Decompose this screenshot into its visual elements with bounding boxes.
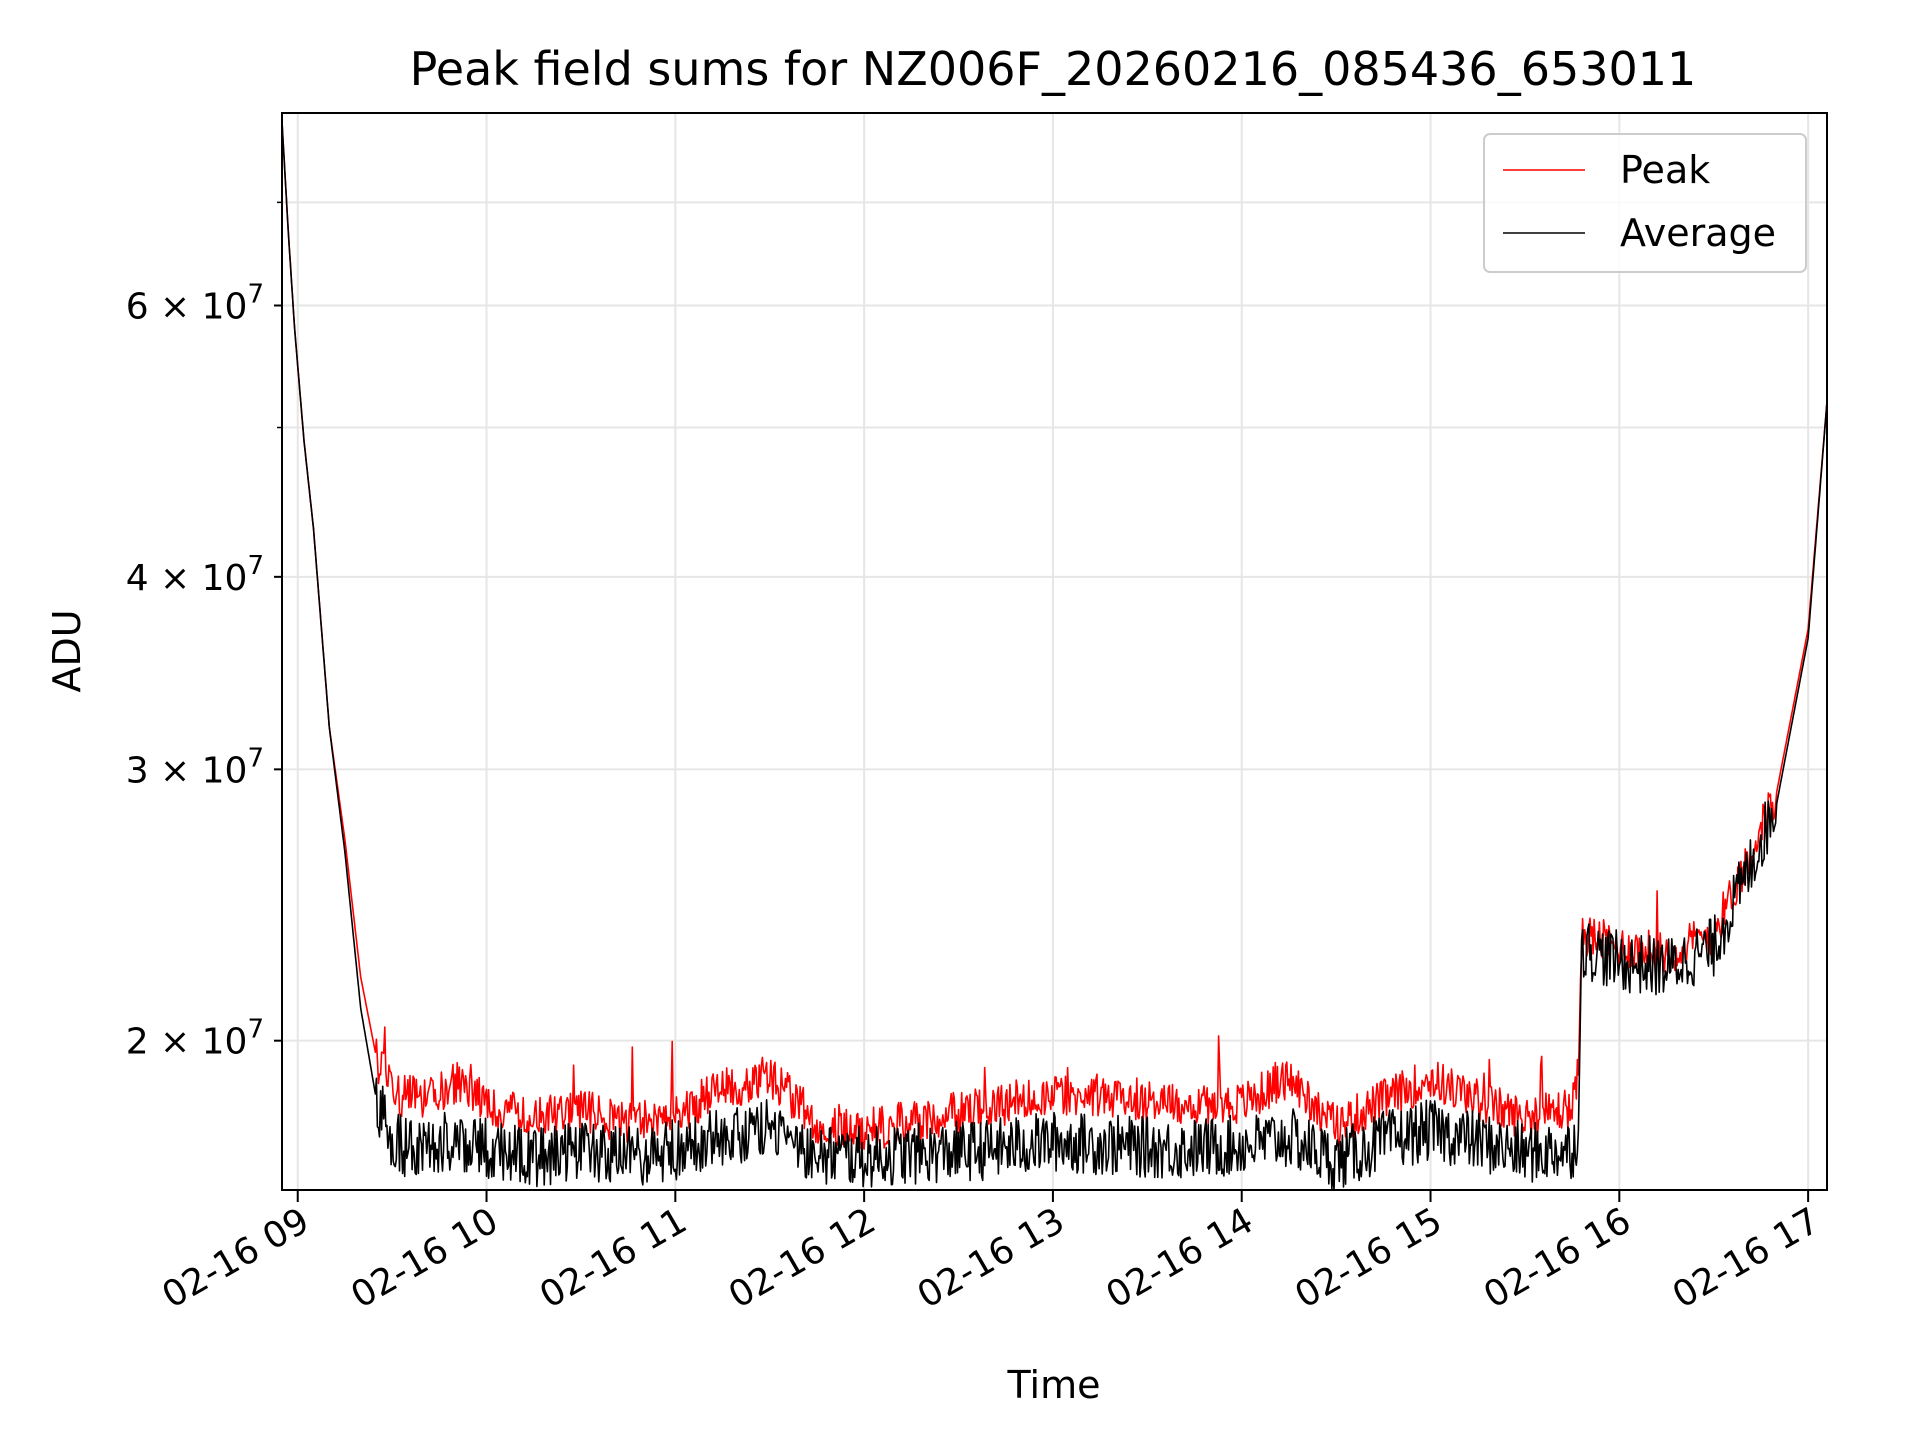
y-tick-label: 4 × 107 — [126, 551, 264, 599]
x-axis-label: Time — [1007, 1363, 1101, 1407]
gridlines — [282, 113, 1827, 1190]
series-line-average — [282, 121, 1827, 1190]
legend: Peak Average — [1483, 133, 1807, 273]
series-layer — [282, 121, 1827, 1190]
y-axis-label: ADU — [45, 609, 89, 692]
y-tick-label: 2 × 107 — [126, 1015, 264, 1063]
plot-frame — [281, 112, 1828, 1191]
legend-box — [1483, 133, 1807, 273]
series-line-peak — [282, 121, 1827, 1150]
y-tick-label: 3 × 107 — [126, 743, 264, 791]
legend-label-peak: Peak — [1620, 148, 1710, 192]
y-tick-label: 6 × 107 — [126, 280, 264, 328]
chart-title: Peak field sums for NZ006F_20260216_0854… — [410, 42, 1697, 96]
y-axis: 2 × 107 3 × 107 4 × 107 6 × 107 — [126, 201, 282, 1063]
legend-label-average: Average — [1620, 211, 1776, 255]
